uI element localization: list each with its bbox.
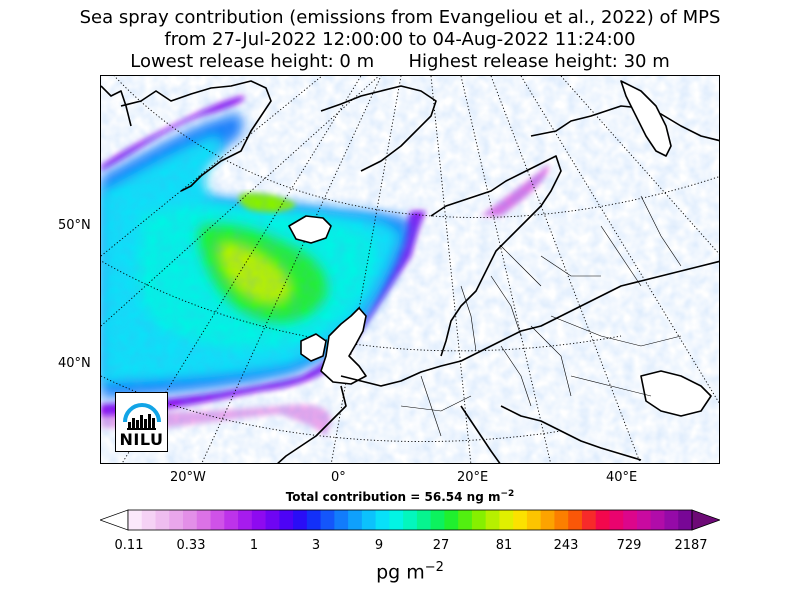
colorbar-swatch bbox=[141, 510, 157, 530]
cbar-tick-8: 729 bbox=[616, 538, 642, 553]
colorbar-swatch bbox=[334, 510, 349, 530]
lon-label-20w: 20°W bbox=[170, 470, 206, 485]
colorbar-swatch bbox=[581, 510, 597, 530]
colorbar-swatch bbox=[361, 510, 377, 530]
colorbar-swatch bbox=[293, 510, 308, 530]
colorbar-swatch bbox=[196, 510, 212, 530]
colorbar-swatch bbox=[485, 510, 501, 530]
colorbar-swatch bbox=[568, 510, 583, 530]
iceland bbox=[288, 215, 332, 244]
concentration-plume bbox=[101, 76, 719, 463]
colorbar-swatch bbox=[513, 510, 528, 530]
svalbard-north bbox=[320, 85, 437, 172]
nilu-logo: NILU bbox=[115, 392, 168, 452]
country-borders bbox=[400, 195, 682, 437]
graticule bbox=[101, 76, 719, 463]
colorbar-over-triangle bbox=[691, 509, 720, 531]
map-svg bbox=[101, 76, 719, 463]
colorbar-swatch bbox=[183, 510, 198, 530]
lon-label-20e: 20°E bbox=[457, 470, 489, 485]
colorbar-swatch bbox=[540, 510, 556, 530]
unit-exponent: −2 bbox=[424, 560, 444, 575]
nilu-logo-mark bbox=[123, 403, 161, 430]
colorbar-swatch bbox=[636, 510, 652, 530]
cbar-tick-6: 81 bbox=[495, 538, 513, 553]
plot-title-line-1: Sea spray contribution (emissions from E… bbox=[79, 7, 721, 28]
plume-texture bbox=[101, 76, 719, 463]
cbar-tick-3: 3 bbox=[311, 538, 321, 553]
greenland-coast bbox=[120, 80, 272, 192]
total-contribution-text: Total contribution = 56.54 ng m bbox=[285, 490, 501, 504]
map-panel[interactable] bbox=[100, 75, 720, 464]
colorbar-swatch bbox=[554, 510, 569, 530]
colorbar-swatch bbox=[430, 510, 445, 530]
coastlines bbox=[101, 80, 719, 463]
total-contribution-exponent: −2 bbox=[500, 489, 515, 499]
cbar-tick-5: 27 bbox=[432, 538, 450, 553]
colorbar-swatch bbox=[306, 510, 322, 530]
france-iberia bbox=[277, 385, 347, 463]
colorbar-swatch bbox=[265, 510, 280, 530]
colorbar-swatch bbox=[499, 510, 514, 530]
lon-label-40e: 40°E bbox=[606, 470, 638, 485]
colorbar-swatch bbox=[664, 510, 679, 530]
cbar-tick-4: 9 bbox=[374, 538, 384, 553]
colorbar-swatch bbox=[251, 510, 267, 530]
plot-title-line-3: Lowest release height: 0 m Highest relea… bbox=[130, 51, 670, 72]
black-sea-coast bbox=[640, 370, 712, 417]
europe-mainland bbox=[340, 260, 719, 387]
colorbar bbox=[100, 509, 720, 531]
colorbar-swatch bbox=[169, 510, 184, 530]
colorbar-under-triangle bbox=[100, 509, 129, 531]
canada-coast bbox=[101, 85, 132, 127]
nilu-logo-text: NILU bbox=[119, 430, 164, 449]
cbar-tick-9: 2187 bbox=[674, 538, 708, 553]
total-contribution: Total contribution = 56.54 ng m−2 bbox=[0, 489, 800, 504]
ireland bbox=[300, 333, 327, 362]
cbar-tick-0: 0.11 bbox=[114, 538, 144, 553]
balkans bbox=[500, 405, 642, 461]
colorbar-swatch bbox=[650, 510, 666, 530]
colorbar-swatch bbox=[403, 510, 418, 530]
unit-text: pg m bbox=[376, 561, 425, 584]
colorbar-swatch bbox=[389, 510, 404, 530]
colorbar-frame bbox=[127, 509, 693, 531]
colorbar-swatch bbox=[471, 510, 487, 530]
italy bbox=[460, 405, 501, 463]
cbar-tick-2: 1 bbox=[249, 538, 259, 553]
colorbar-swatch bbox=[458, 510, 473, 530]
colorbar-swatch bbox=[375, 510, 390, 530]
colorbar-swatch bbox=[609, 510, 624, 530]
british-isles bbox=[320, 307, 367, 385]
colorbar-swatch bbox=[416, 510, 432, 530]
colorbar-swatch bbox=[155, 510, 170, 530]
lon-label-0: 0° bbox=[331, 470, 346, 485]
lat-label-40n: 40°N bbox=[58, 356, 91, 371]
cbar-tick-7: 243 bbox=[553, 538, 579, 553]
colorbar-swatch bbox=[128, 510, 143, 530]
colorbar-swatch bbox=[526, 510, 542, 530]
novaya-zemlya bbox=[620, 80, 672, 157]
colorbar-swatch bbox=[238, 510, 253, 530]
russia-north-coast bbox=[530, 105, 719, 142]
cbar-tick-1: 0.33 bbox=[176, 538, 206, 553]
colorbar-swatch bbox=[444, 510, 459, 530]
colorbar-swatch bbox=[623, 510, 638, 530]
plot-title-line-2: from 27-Jul-2022 12:00:00 to 04-Aug-2022… bbox=[164, 29, 636, 50]
colorbar-swatch bbox=[678, 510, 693, 530]
colorbar-swatch bbox=[595, 510, 611, 530]
colorbar-swatch bbox=[348, 510, 363, 530]
lat-label-50n: 50°N bbox=[58, 218, 91, 233]
colorbar-swatch bbox=[279, 510, 294, 530]
colorbar-unit-label: pg m−2 bbox=[0, 560, 800, 583]
colorbar-swatch bbox=[210, 510, 225, 530]
colorbar-swatch bbox=[320, 510, 335, 530]
colorbar-swatch bbox=[224, 510, 239, 530]
